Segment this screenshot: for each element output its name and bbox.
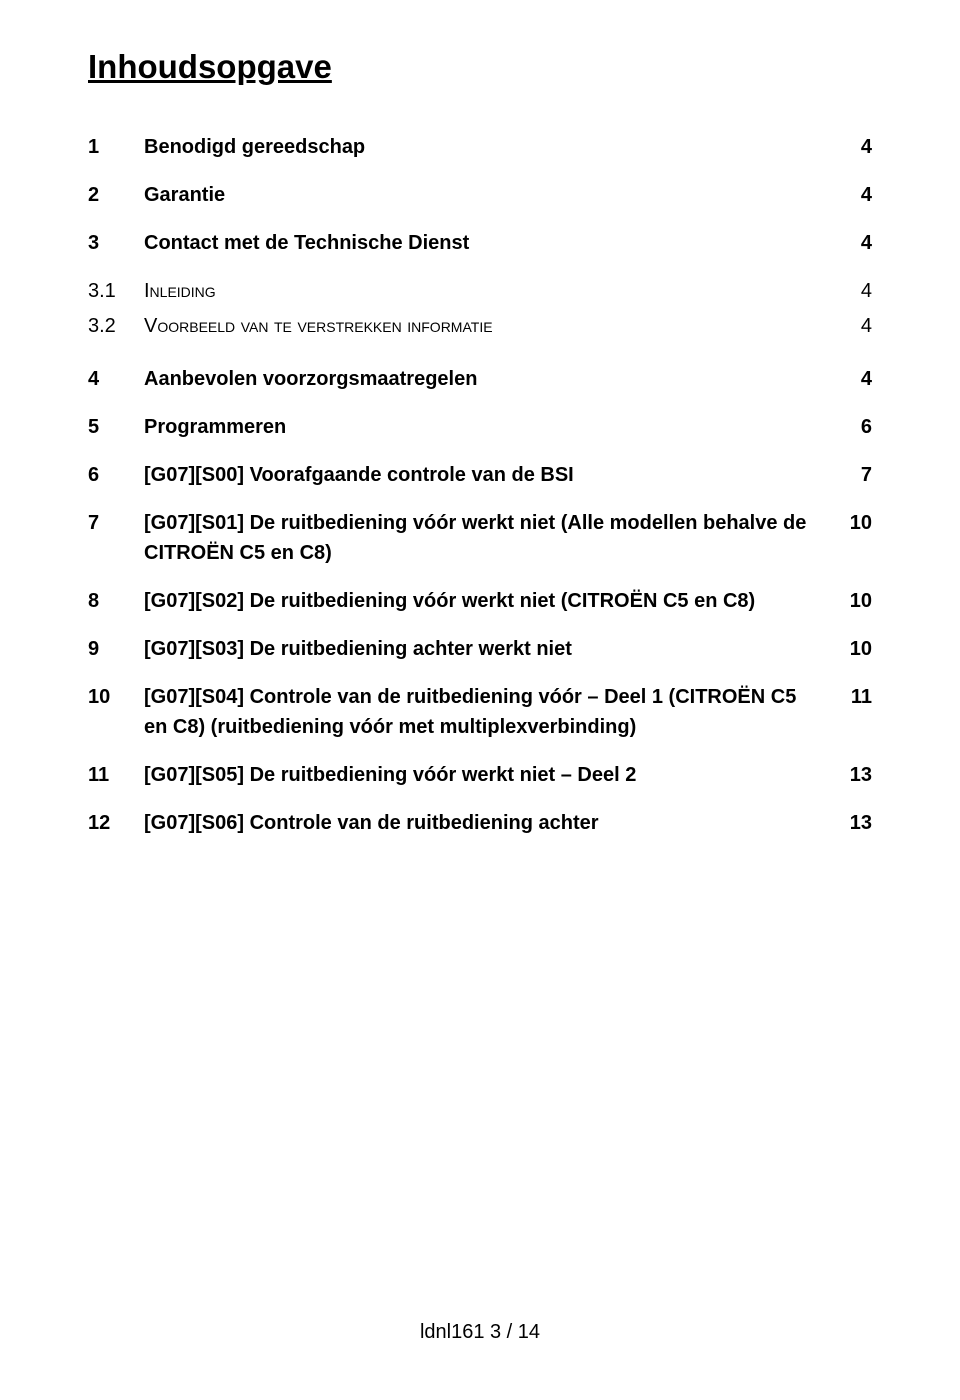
toc-num: 3 [88,228,144,258]
toc-row: 1 Benodigd gereedschap 4 [88,132,872,162]
toc-row: 6 [G07][S00] Voorafgaande controle van d… [88,460,872,490]
toc-label: [G07][S06] Controle van de ruitbediening… [144,808,832,838]
toc-num: 6 [88,460,144,490]
toc-num: 9 [88,634,144,664]
toc-row: 12 [G07][S06] Controle van de ruitbedien… [88,808,872,838]
toc-num: 10 [88,682,144,712]
toc-row: 11 [G07][S05] De ruitbediening vóór werk… [88,760,872,790]
toc-page: 4 [832,311,872,341]
toc-num: 3.1 [88,276,144,306]
toc-row: 2 Garantie 4 [88,180,872,210]
toc-label: Benodigd gereedschap [144,132,832,162]
toc-row: 3.2 Voorbeeld van te verstrekken informa… [88,311,872,341]
toc-num: 7 [88,508,144,538]
toc-page: 10 [832,634,872,664]
toc-page: 11 [832,682,872,712]
toc-num: 5 [88,412,144,442]
toc-label: [G07][S04] Controle van de ruitbediening… [144,682,832,742]
toc-page: 4 [832,276,872,306]
toc-num: 11 [88,760,144,790]
toc-page: 4 [832,180,872,210]
toc-row: 10 [G07][S04] Controle van de ruitbedien… [88,682,872,742]
page: Inhoudsopgave 1 Benodigd gereedschap 4 2… [0,0,960,1400]
toc-page: 6 [832,412,872,442]
toc-row: 9 [G07][S03] De ruitbediening achter wer… [88,634,872,664]
toc-num: 4 [88,364,144,394]
toc-label: Contact met de Technische Dienst [144,228,832,258]
toc-page: 10 [832,586,872,616]
toc-label: Voorbeeld van te verstrekken informatie [144,311,832,341]
toc-num: 8 [88,586,144,616]
toc-label: [G07][S05] De ruitbediening vóór werkt n… [144,760,832,790]
toc-page: 7 [832,460,872,490]
toc-label: [G07][S00] Voorafgaande controle van de … [144,460,832,490]
table-of-contents: 1 Benodigd gereedschap 4 2 Garantie 4 3 … [88,132,872,838]
toc-row: 5 Programmeren 6 [88,412,872,442]
page-footer: ldnl161 3 / 14 [0,1321,960,1344]
toc-page: 4 [832,228,872,258]
toc-page: 13 [832,760,872,790]
toc-num: 1 [88,132,144,162]
toc-label: [G07][S01] De ruitbediening vóór werkt n… [144,508,832,568]
toc-row: 3 Contact met de Technische Dienst 4 [88,228,872,258]
toc-num: 2 [88,180,144,210]
toc-row: 8 [G07][S02] De ruitbediening vóór werkt… [88,586,872,616]
toc-page: 13 [832,808,872,838]
toc-row: 7 [G07][S01] De ruitbediening vóór werkt… [88,508,872,568]
toc-label: Programmeren [144,412,832,442]
toc-row: 3.1 Inleiding 4 [88,276,872,306]
toc-row: 4 Aanbevolen voorzorgsmaatregelen 4 [88,364,872,394]
toc-label: Garantie [144,180,832,210]
toc-num: 12 [88,808,144,838]
toc-num: 3.2 [88,311,144,341]
toc-label: Aanbevolen voorzorgsmaatregelen [144,364,832,394]
toc-page: 4 [832,364,872,394]
spacer [88,346,872,364]
toc-page: 4 [832,132,872,162]
page-title: Inhoudsopgave [88,48,872,86]
toc-label: [G07][S02] De ruitbediening vóór werkt n… [144,586,832,616]
toc-label: [G07][S03] De ruitbediening achter werkt… [144,634,832,664]
toc-label: Inleiding [144,276,832,306]
toc-page: 10 [832,508,872,538]
